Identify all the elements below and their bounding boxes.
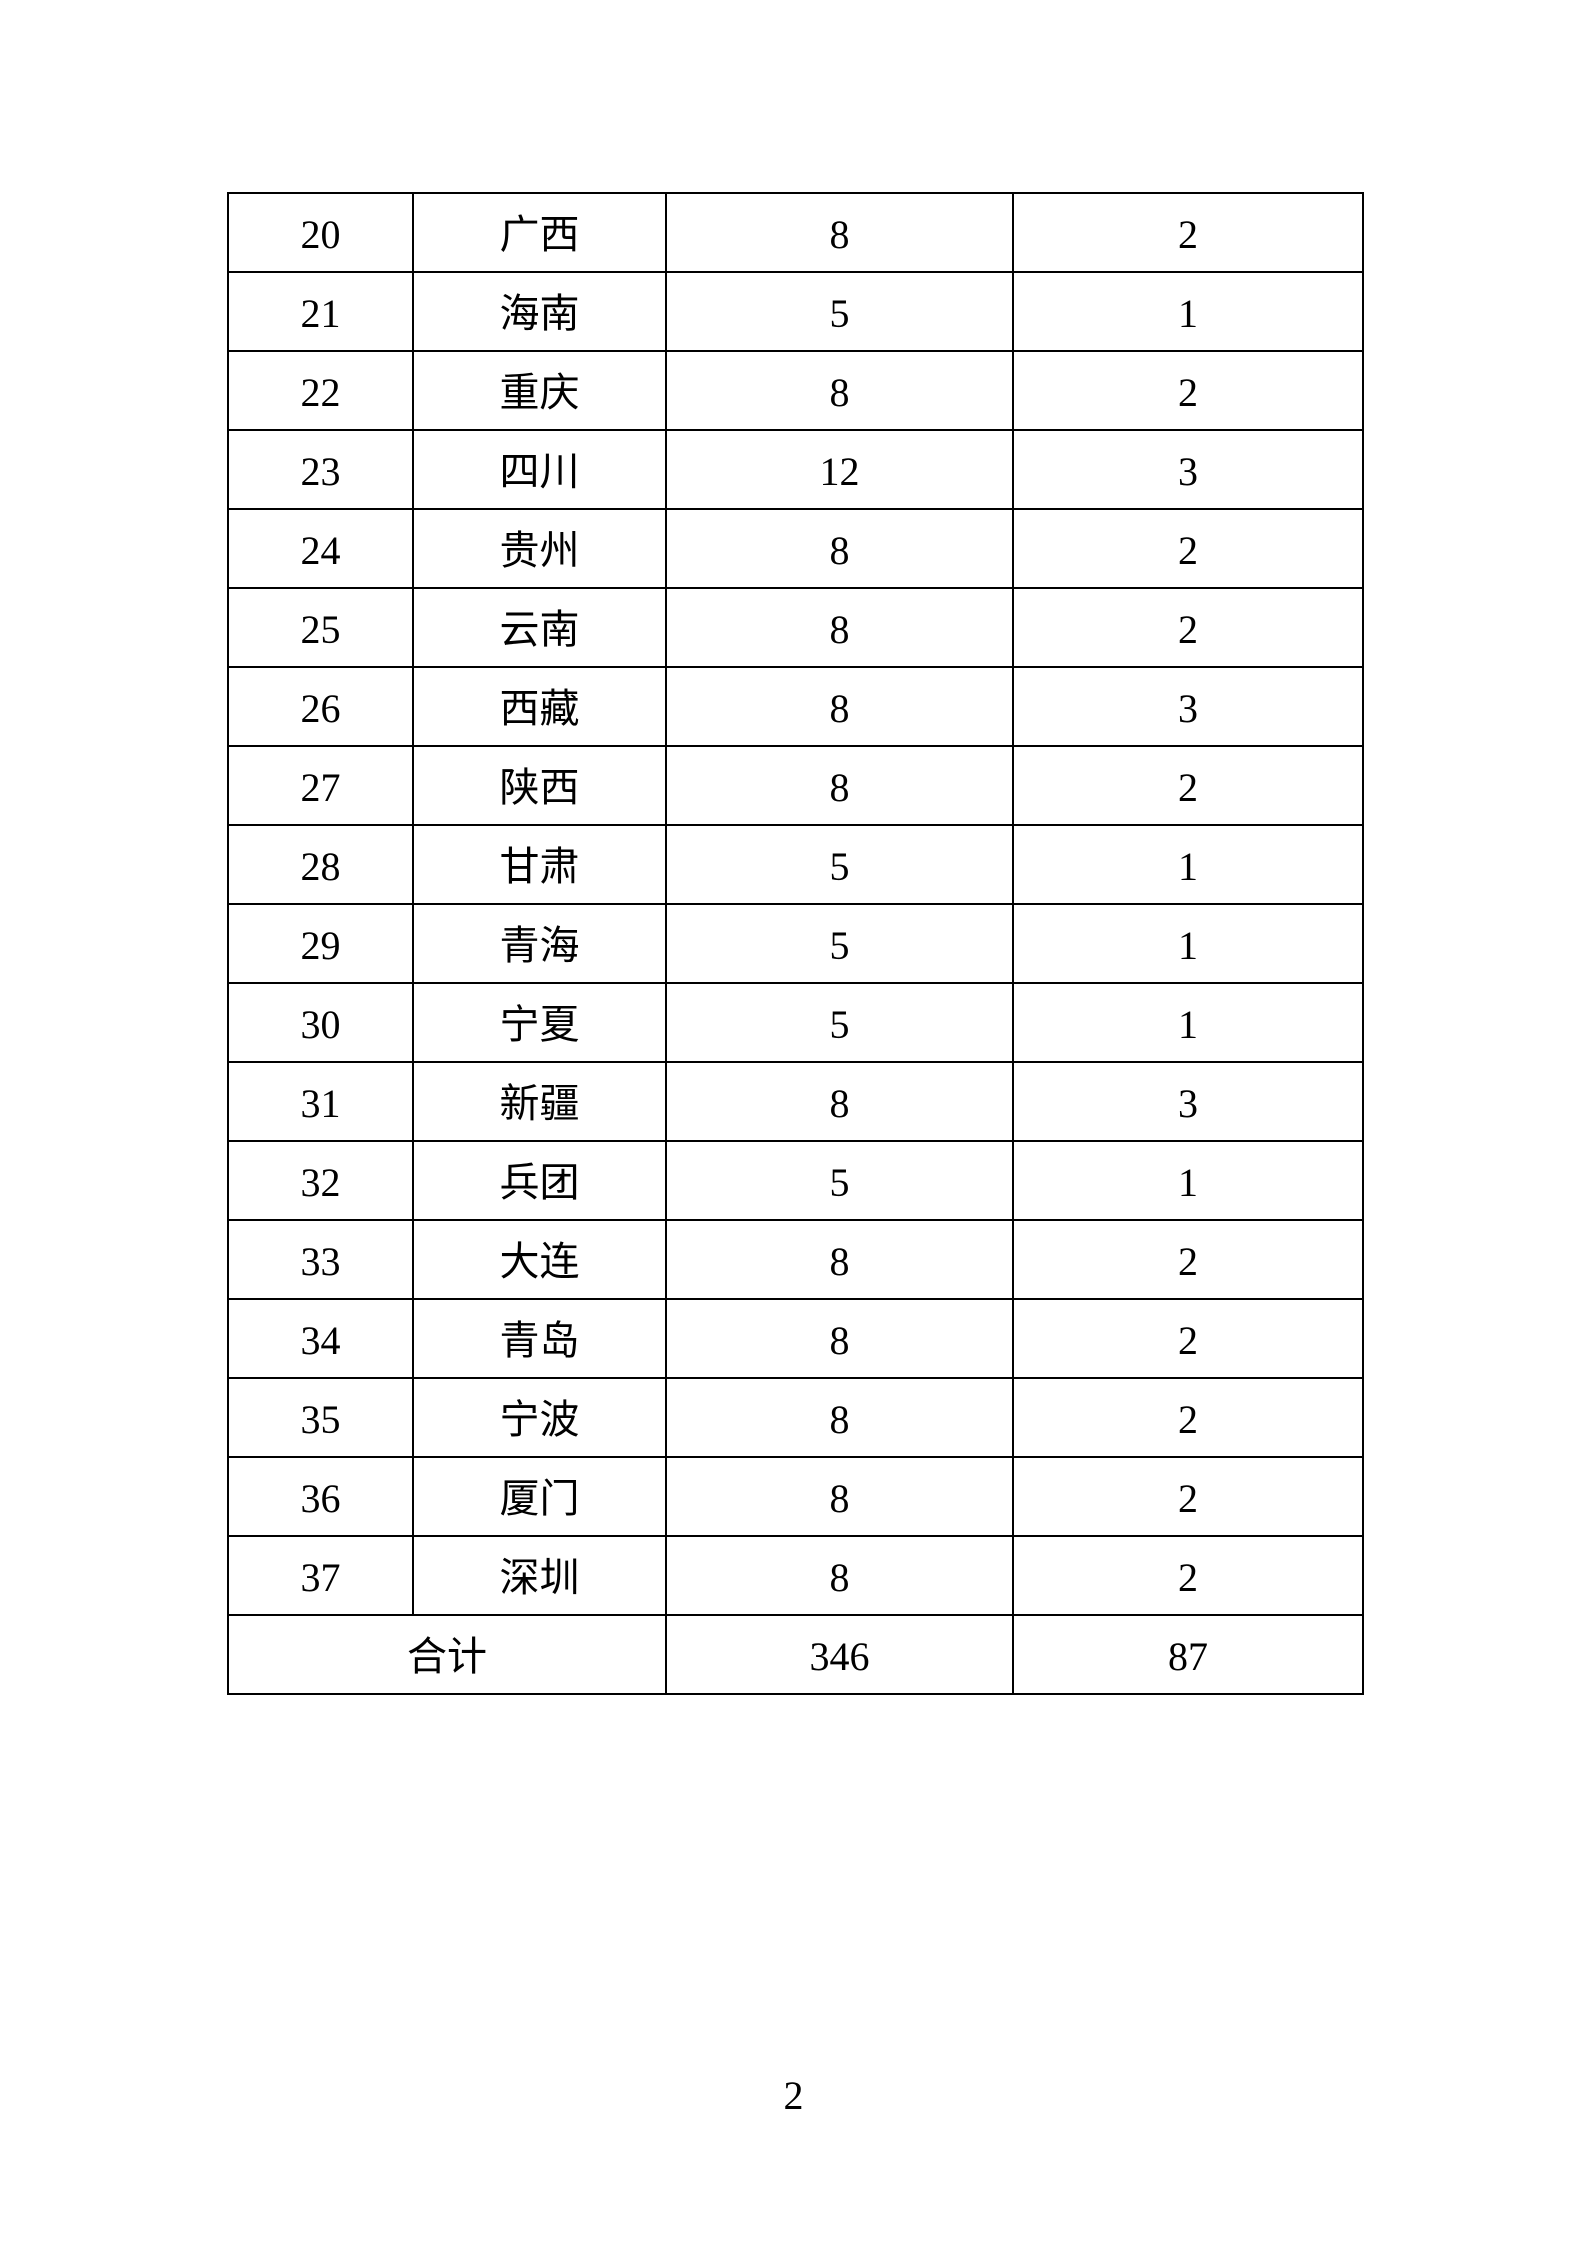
- row-number-cell: 23: [227, 429, 414, 510]
- quota-value-cell: 5: [665, 271, 1014, 352]
- row-number-cell: 34: [227, 1298, 414, 1379]
- count-value-cell: 1: [1012, 1140, 1364, 1221]
- table-row: 32 兵团 5 1: [227, 1140, 1364, 1221]
- count-value-cell: 2: [1012, 350, 1364, 431]
- region-name-cell: 青岛: [412, 1298, 667, 1379]
- quota-value-cell: 8: [665, 1535, 1014, 1616]
- total-count-cell: 87: [1012, 1614, 1364, 1695]
- region-name-cell: 四川: [412, 429, 667, 510]
- region-name-cell: 陕西: [412, 745, 667, 826]
- table-row: 35 宁波 8 2: [227, 1377, 1364, 1458]
- count-value-cell: 1: [1012, 982, 1364, 1063]
- row-number-cell: 36: [227, 1456, 414, 1537]
- row-number-cell: 35: [227, 1377, 414, 1458]
- row-number-cell: 20: [227, 192, 414, 273]
- region-name-cell: 青海: [412, 903, 667, 984]
- total-row: 合计 346 87: [227, 1614, 1364, 1695]
- table-row: 20 广西 8 2: [227, 192, 1364, 273]
- row-number-cell: 27: [227, 745, 414, 826]
- region-name-cell: 大连: [412, 1219, 667, 1300]
- region-name-cell: 兵团: [412, 1140, 667, 1221]
- total-quota-cell: 346: [665, 1614, 1014, 1695]
- row-number-cell: 30: [227, 982, 414, 1063]
- region-name-cell: 新疆: [412, 1061, 667, 1142]
- row-number-cell: 37: [227, 1535, 414, 1616]
- count-value-cell: 2: [1012, 192, 1364, 273]
- row-number-cell: 33: [227, 1219, 414, 1300]
- table-row: 37 深圳 8 2: [227, 1535, 1364, 1616]
- count-value-cell: 3: [1012, 666, 1364, 747]
- row-number-cell: 21: [227, 271, 414, 352]
- region-name-cell: 甘肃: [412, 824, 667, 905]
- region-name-cell: 重庆: [412, 350, 667, 431]
- region-quota-table: 20 广西 8 2 21 海南 5 1 22 重庆 8 2 23 四川 12 3…: [227, 192, 1364, 1695]
- table-row: 29 青海 5 1: [227, 903, 1364, 984]
- table-row: 36 厦门 8 2: [227, 1456, 1364, 1537]
- table-row: 30 宁夏 5 1: [227, 982, 1364, 1063]
- table-row: 31 新疆 8 3: [227, 1061, 1364, 1142]
- row-number-cell: 24: [227, 508, 414, 589]
- table-row: 33 大连 8 2: [227, 1219, 1364, 1300]
- quota-value-cell: 8: [665, 1061, 1014, 1142]
- region-name-cell: 贵州: [412, 508, 667, 589]
- count-value-cell: 3: [1012, 1061, 1364, 1142]
- count-value-cell: 2: [1012, 1298, 1364, 1379]
- table-row: 34 青岛 8 2: [227, 1298, 1364, 1379]
- quota-value-cell: 8: [665, 350, 1014, 431]
- quota-value-cell: 5: [665, 1140, 1014, 1221]
- count-value-cell: 2: [1012, 1377, 1364, 1458]
- table-row: 26 西藏 8 3: [227, 666, 1364, 747]
- page-number: 2: [783, 2073, 804, 2118]
- quota-value-cell: 5: [665, 824, 1014, 905]
- count-value-cell: 2: [1012, 587, 1364, 668]
- count-value-cell: 2: [1012, 745, 1364, 826]
- quota-value-cell: 8: [665, 1456, 1014, 1537]
- table-row: 21 海南 5 1: [227, 271, 1364, 352]
- region-name-cell: 宁波: [412, 1377, 667, 1458]
- row-number-cell: 31: [227, 1061, 414, 1142]
- count-value-cell: 2: [1012, 1456, 1364, 1537]
- count-value-cell: 2: [1012, 508, 1364, 589]
- row-number-cell: 29: [227, 903, 414, 984]
- quota-value-cell: 8: [665, 1298, 1014, 1379]
- table-row: 27 陕西 8 2: [227, 745, 1364, 826]
- quota-value-cell: 8: [665, 587, 1014, 668]
- quota-value-cell: 8: [665, 1377, 1014, 1458]
- quota-value-cell: 8: [665, 1219, 1014, 1300]
- count-value-cell: 2: [1012, 1219, 1364, 1300]
- quota-value-cell: 8: [665, 666, 1014, 747]
- quota-value-cell: 8: [665, 508, 1014, 589]
- table-row: 23 四川 12 3: [227, 429, 1364, 510]
- region-name-cell: 云南: [412, 587, 667, 668]
- quota-value-cell: 8: [665, 192, 1014, 273]
- row-number-cell: 32: [227, 1140, 414, 1221]
- count-value-cell: 2: [1012, 1535, 1364, 1616]
- region-name-cell: 宁夏: [412, 982, 667, 1063]
- count-value-cell: 1: [1012, 903, 1364, 984]
- quota-value-cell: 12: [665, 429, 1014, 510]
- row-number-cell: 22: [227, 350, 414, 431]
- quota-value-cell: 5: [665, 903, 1014, 984]
- row-number-cell: 26: [227, 666, 414, 747]
- table-row: 22 重庆 8 2: [227, 350, 1364, 431]
- region-name-cell: 海南: [412, 271, 667, 352]
- region-name-cell: 广西: [412, 192, 667, 273]
- region-name-cell: 厦门: [412, 1456, 667, 1537]
- table-row: 25 云南 8 2: [227, 587, 1364, 668]
- table-row: 24 贵州 8 2: [227, 508, 1364, 589]
- count-value-cell: 3: [1012, 429, 1364, 510]
- quota-value-cell: 8: [665, 745, 1014, 826]
- count-value-cell: 1: [1012, 271, 1364, 352]
- count-value-cell: 1: [1012, 824, 1364, 905]
- row-number-cell: 25: [227, 587, 414, 668]
- table-row: 28 甘肃 5 1: [227, 824, 1364, 905]
- table-body: 20 广西 8 2 21 海南 5 1 22 重庆 8 2 23 四川 12 3…: [227, 192, 1364, 1695]
- quota-value-cell: 5: [665, 982, 1014, 1063]
- region-name-cell: 深圳: [412, 1535, 667, 1616]
- total-label-cell: 合计: [227, 1614, 667, 1695]
- row-number-cell: 28: [227, 824, 414, 905]
- region-name-cell: 西藏: [412, 666, 667, 747]
